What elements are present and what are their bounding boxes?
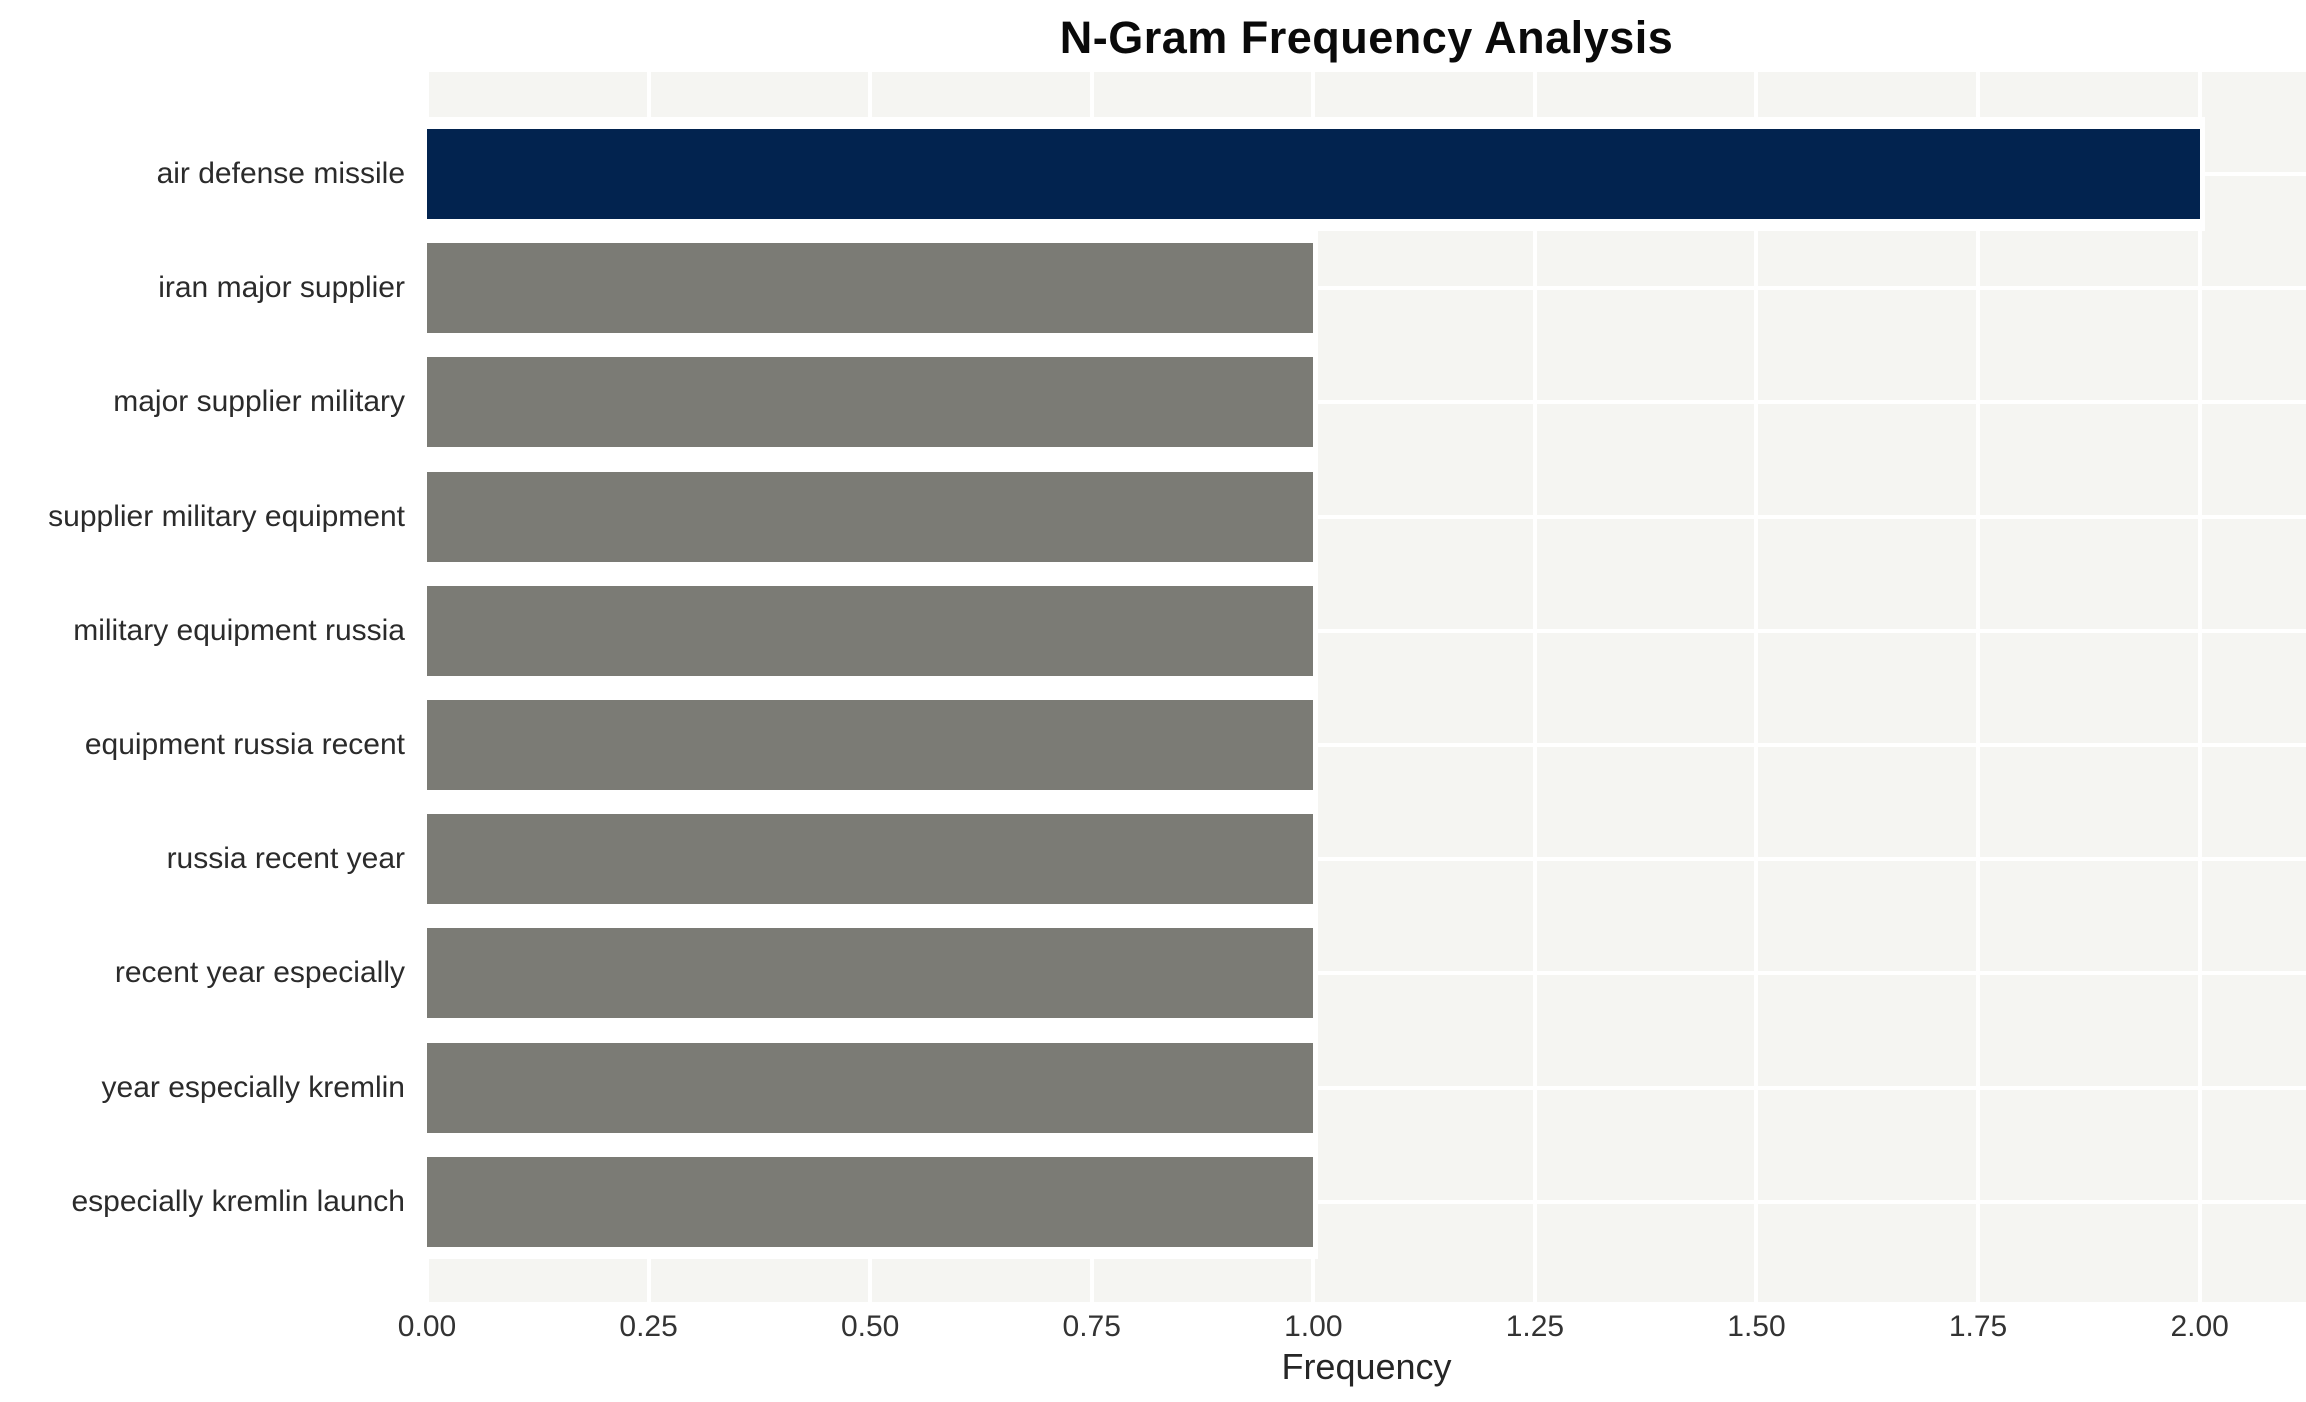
bar	[427, 1156, 1314, 1247]
bar	[427, 700, 1314, 791]
bar-row	[427, 573, 2306, 688]
horizontal-gridline	[427, 400, 2306, 405]
bar-row	[427, 916, 2306, 1031]
x-tick-label: 0.75	[1062, 1310, 1121, 1343]
vertical-gridline	[2197, 72, 2202, 1302]
y-tick-label: year especially kremlin	[101, 1070, 405, 1104]
y-tick-label: major supplier military	[113, 385, 405, 419]
vertical-gridline	[1532, 72, 1537, 1302]
x-tick-label: 1.50	[1727, 1310, 1786, 1343]
bar-edge	[427, 459, 1319, 574]
bar-edge	[427, 1030, 1319, 1145]
y-tick-label: iran major supplier	[158, 271, 405, 305]
vertical-gridline	[1754, 72, 1759, 1302]
x-tick-label: 1.25	[1505, 1310, 1565, 1343]
bar-edge	[427, 916, 1319, 1031]
y-tick-label: supplier military equipment	[48, 499, 405, 533]
x-axis-label: Frequency	[1281, 1346, 1452, 1387]
bar	[427, 928, 1314, 1019]
horizontal-gridline	[427, 743, 2306, 748]
x-tick-label: 0.50	[840, 1310, 900, 1343]
bar-edge	[427, 1144, 1319, 1259]
x-tick-label: 2.00	[2170, 1310, 2229, 1343]
horizontal-gridline	[427, 971, 2306, 976]
horizontal-gridline	[427, 514, 2306, 519]
horizontal-gridline	[427, 1085, 2306, 1090]
bar	[427, 1042, 1314, 1133]
y-tick-label: air defense missile	[156, 157, 405, 191]
bar	[427, 471, 1314, 562]
x-tick-label: 0.25	[619, 1310, 678, 1343]
bar-edge	[427, 802, 1319, 917]
y-tick-label: military equipment russia	[73, 613, 405, 647]
bar	[427, 243, 1314, 334]
horizontal-gridline	[427, 286, 2306, 291]
chart-title: N-Gram Frequency Analysis	[1059, 12, 1674, 63]
y-tick-label: recent year especially	[114, 956, 405, 990]
bar-row	[427, 345, 2306, 460]
horizontal-gridline	[427, 628, 2306, 633]
bar-row	[427, 231, 2306, 346]
horizontal-gridline	[427, 857, 2306, 862]
bar-row	[427, 1144, 2306, 1259]
x-tick-label: 0.00	[397, 1310, 457, 1343]
y-tick-label: equipment russia recent	[84, 728, 405, 762]
bar-row	[427, 802, 2306, 917]
bar	[427, 585, 1314, 676]
y-tick-label: russia recent year	[166, 842, 405, 876]
bar	[427, 814, 1314, 905]
bar-row	[427, 459, 2306, 574]
x-tick-label: 1.00	[1284, 1310, 1343, 1343]
bar	[427, 129, 2200, 220]
bar-row	[427, 117, 2306, 232]
vertical-gridline	[1976, 72, 1981, 1302]
bar-edge	[427, 345, 1319, 460]
y-tick-label: especially kremlin launch	[71, 1184, 406, 1218]
bar	[427, 357, 1314, 448]
bar-edge	[427, 231, 1319, 346]
x-tick-label: 1.75	[1948, 1310, 2008, 1343]
bar-edge	[427, 688, 1319, 803]
bar-edge	[427, 573, 1319, 688]
horizontal-gridline	[427, 1199, 2306, 1204]
plot-area	[427, 72, 2306, 1302]
bar-row	[427, 688, 2306, 803]
bar-row	[427, 1030, 2306, 1145]
bar-edge	[427, 117, 2205, 232]
